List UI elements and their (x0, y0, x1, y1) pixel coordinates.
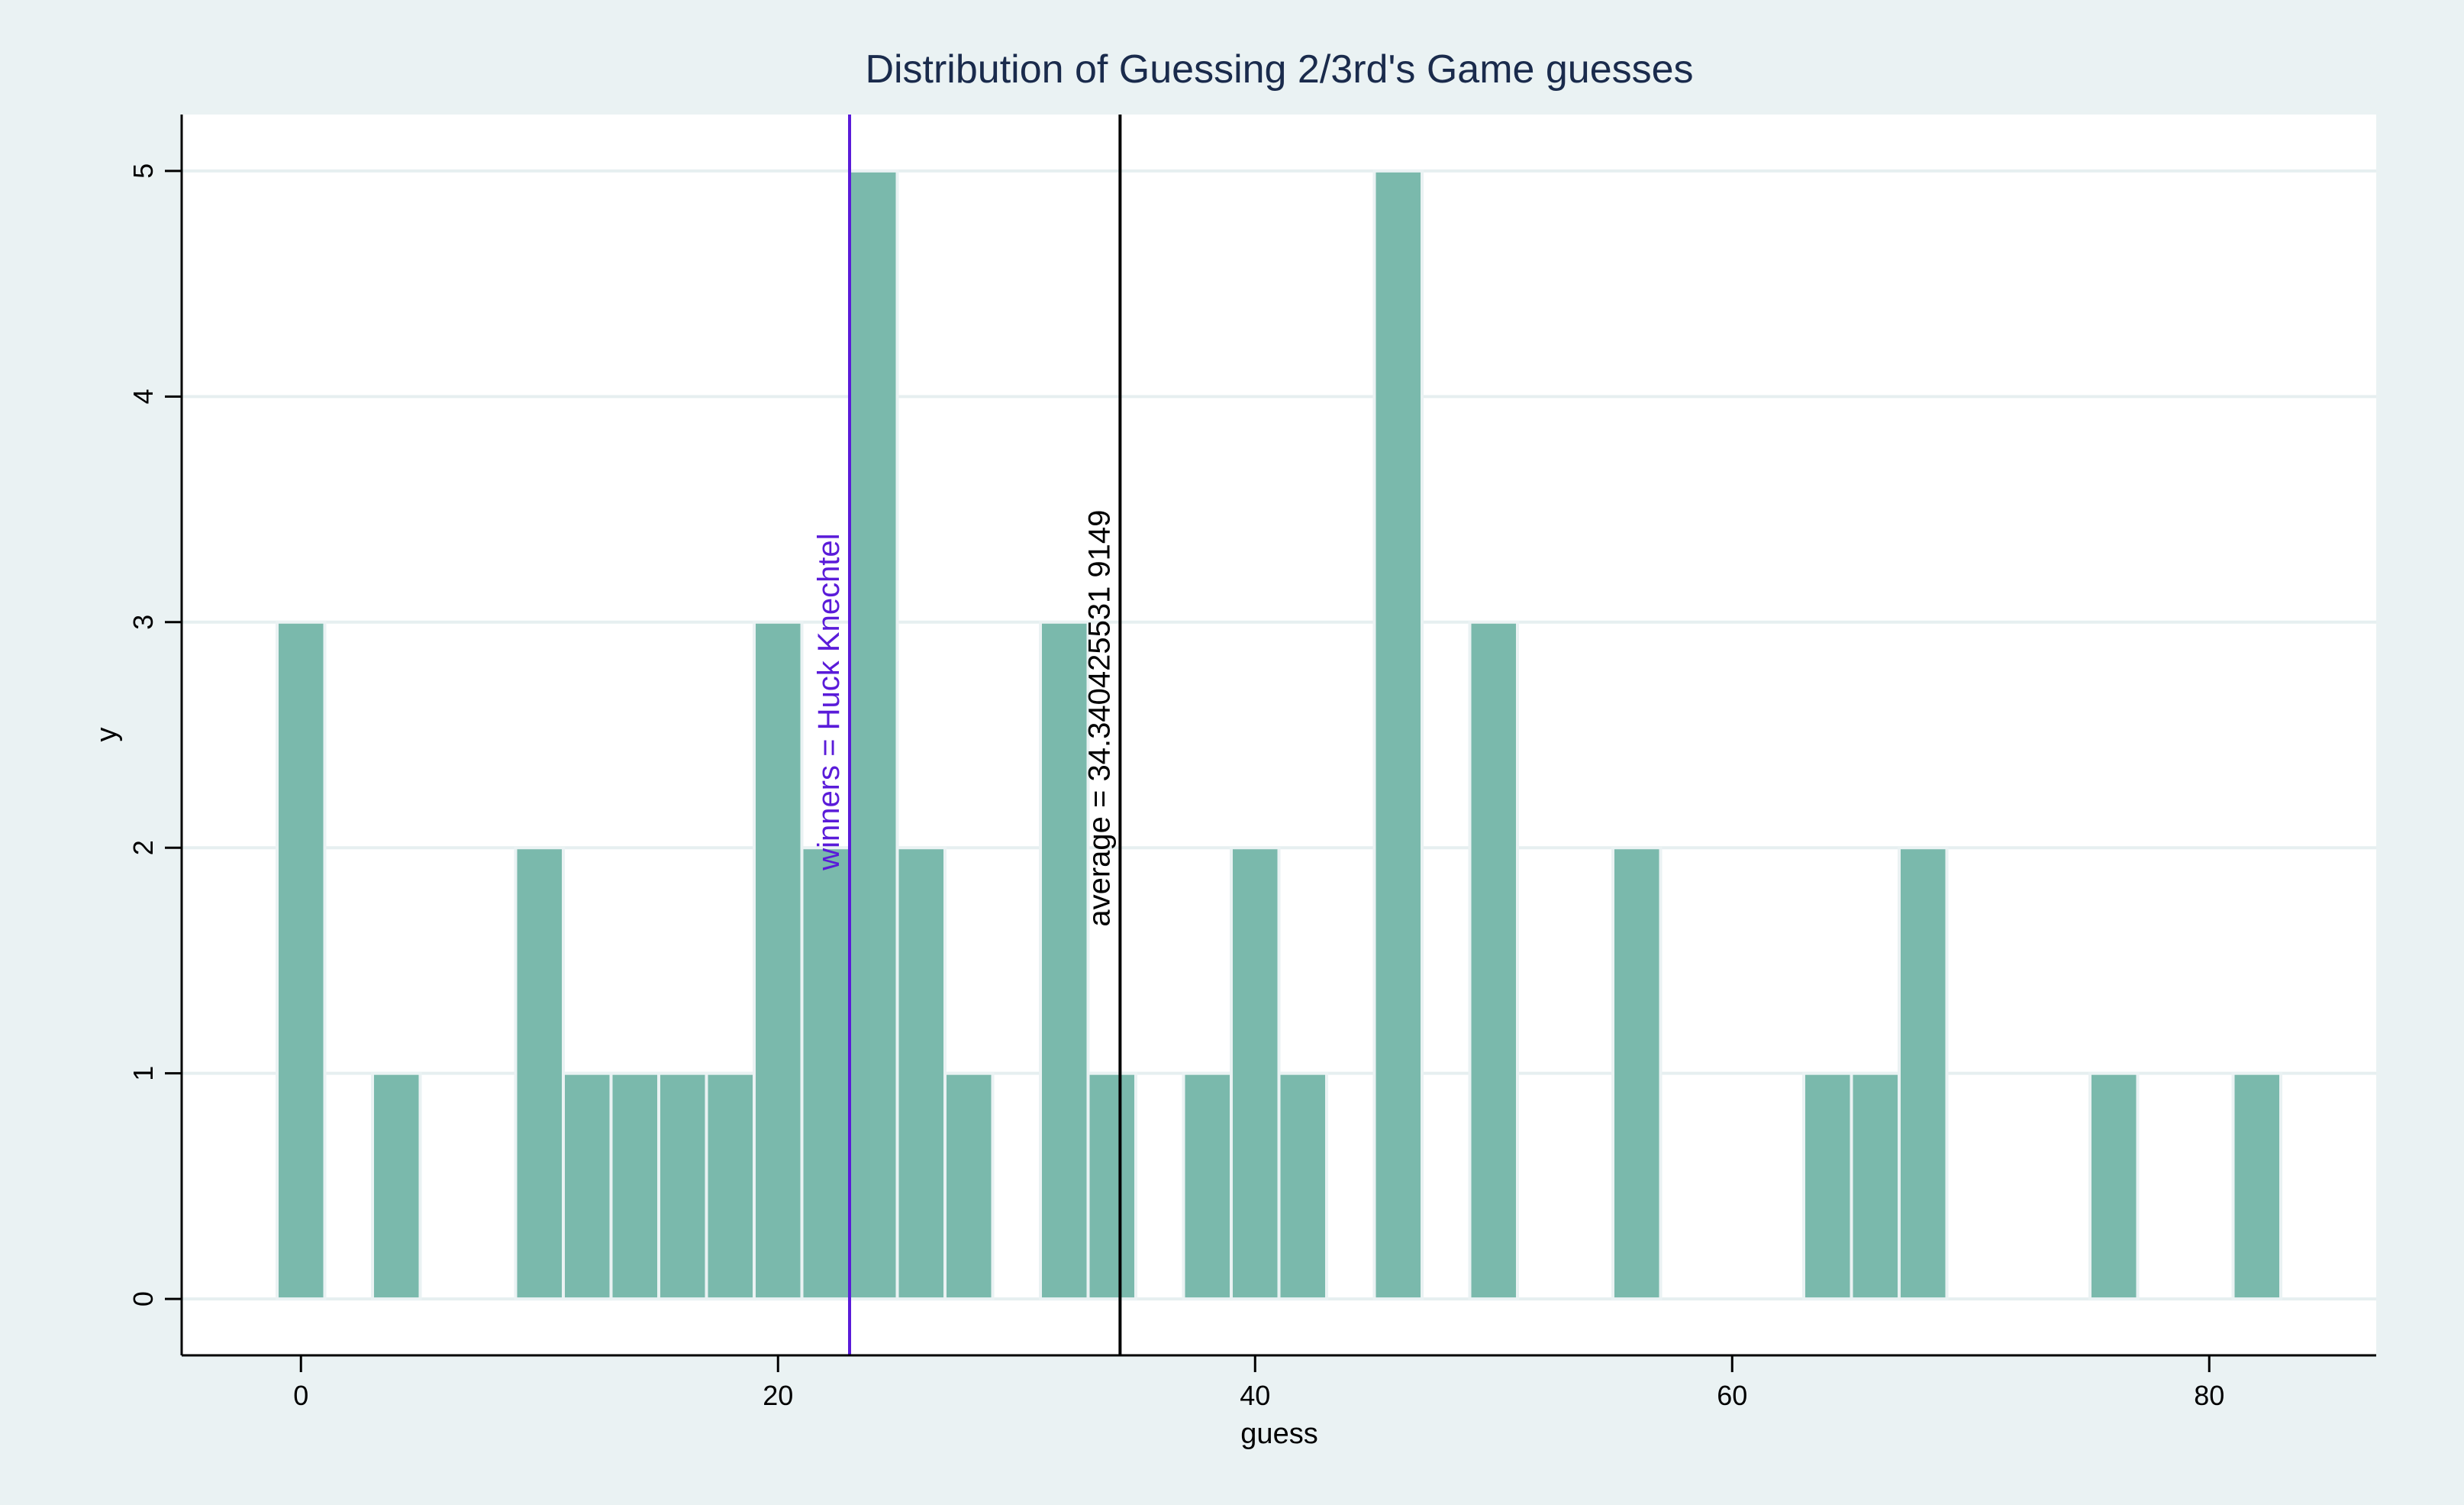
bar-66 (1850, 1071, 1901, 1301)
bar-40 (1230, 846, 1281, 1301)
x-tick-label-80: 80 (2194, 1380, 2224, 1411)
bar-82 (2231, 1071, 2282, 1301)
reference-lines-group: winners = Huck Knechtel average = 34.3404… (812, 115, 1122, 1355)
bar-46 (1372, 169, 1424, 1301)
y-tick-label-3: 3 (127, 615, 159, 630)
axes-group (180, 115, 2376, 1357)
bar-34 (1086, 1071, 1137, 1301)
bar-12 (562, 1071, 613, 1301)
bar-10 (514, 846, 565, 1301)
chart-title: Distribution of Guessing 2/3rd's Game gu… (865, 47, 1693, 92)
bar-24 (848, 169, 899, 1301)
bar-68 (1898, 846, 1949, 1301)
y-axis-label: y (91, 728, 123, 742)
y-ticks-group: 0 1 2 3 4 5 (127, 163, 182, 1306)
reference-line-label-1: average = 34.340425531 9149 (1082, 510, 1116, 927)
bar-56 (1611, 846, 1663, 1301)
bar-42 (1277, 1071, 1328, 1301)
y-tick-label-0: 0 (127, 1291, 159, 1306)
x-tick-label-20: 20 (763, 1380, 793, 1411)
bar-28 (943, 1071, 995, 1301)
bar-4 (371, 1071, 422, 1301)
bar-0 (276, 620, 327, 1301)
bar-32 (1039, 620, 1090, 1301)
y-tick-label-1: 1 (127, 1066, 159, 1081)
bar-76 (2088, 1071, 2140, 1301)
y-tick-label-5: 5 (127, 163, 159, 179)
x-tick-label-0: 0 (293, 1380, 308, 1411)
bar-18 (705, 1071, 756, 1301)
x-tick-label-40: 40 (1240, 1380, 1270, 1411)
y-tick-label-2: 2 (127, 840, 159, 855)
bar-26 (895, 846, 947, 1301)
bar-38 (1182, 1071, 1233, 1301)
bar-50 (1468, 620, 1519, 1301)
bar-16 (657, 1071, 708, 1301)
x-axis-label: guess (1240, 1418, 1317, 1450)
reference-line-label-0: winners = Huck Knechtel (812, 533, 846, 870)
bar-20 (753, 620, 804, 1301)
bar-22 (800, 846, 851, 1301)
y-tick-label-4: 4 (127, 389, 159, 404)
bars-group (276, 169, 2282, 1301)
bar-64 (1802, 1071, 1853, 1301)
bar-14 (609, 1071, 660, 1301)
x-ticks-group: 0 20 40 60 80 (293, 1355, 2224, 1411)
x-tick-label-60: 60 (1717, 1380, 1747, 1411)
